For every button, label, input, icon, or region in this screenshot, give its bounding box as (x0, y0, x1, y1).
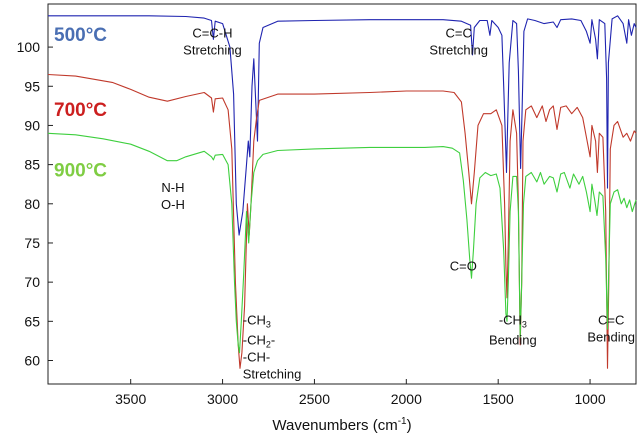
annotation-co: C=O (450, 258, 477, 273)
y-tick-label: 60 (24, 352, 40, 368)
x-axis-ticks: 3500 3000 2500 2000 1500 1000 (115, 379, 606, 407)
peak-annotations: C=C-H Stretching C=C Stretching N-H O-H C=O -CH… (161, 26, 635, 382)
y-axis-ticks: 60 65 70 75 80 85 90 95 100 (17, 39, 53, 368)
x-tick-label: 2500 (299, 391, 330, 407)
annotation-cch-stretch: C=C-H Stretching (183, 26, 242, 58)
series-lines (47, 15, 637, 369)
annotation-nh-oh: N-H O-H (161, 180, 185, 212)
y-tick-label: 95 (24, 78, 40, 94)
y-tick-label: 70 (24, 274, 40, 290)
series-line-900c (47, 132, 637, 354)
y-tick-label: 90 (24, 117, 40, 133)
series-label-900c: 900°C (54, 160, 107, 181)
annotation-ch3-bend: -CH3 Bending (489, 312, 537, 347)
y-tick-label: 75 (24, 235, 40, 251)
x-tick-label: 2000 (391, 391, 422, 407)
x-tick-label: 1500 (483, 391, 514, 407)
series-line-700c (47, 73, 637, 369)
y-tick-label: 100 (17, 39, 41, 55)
series-label-500c: 500°C (54, 25, 107, 46)
y-tick-label: 85 (24, 157, 40, 173)
x-tick-label: 1000 (574, 391, 605, 407)
series-label-700c: 700°C (54, 100, 107, 121)
annotation-cc-bend: C=C Bending (587, 312, 635, 344)
series-labels: 500°C 700°C 900°C (54, 25, 107, 182)
annotation-cc-stretch: C=C Stretching (429, 26, 488, 58)
annotation-ch-stretch: -CH3 -CH2--CH-Stretching (243, 312, 302, 381)
x-tick-label: 3500 (115, 391, 146, 407)
x-axis-title: Wavenumbers (cm-1) (272, 416, 411, 434)
y-tick-label: 65 (24, 313, 40, 329)
plot-frame (47, 3, 637, 385)
x-tick-label: 3000 (207, 391, 238, 407)
series-line-500c (48, 15, 637, 236)
y-tick-label: 80 (24, 196, 40, 212)
